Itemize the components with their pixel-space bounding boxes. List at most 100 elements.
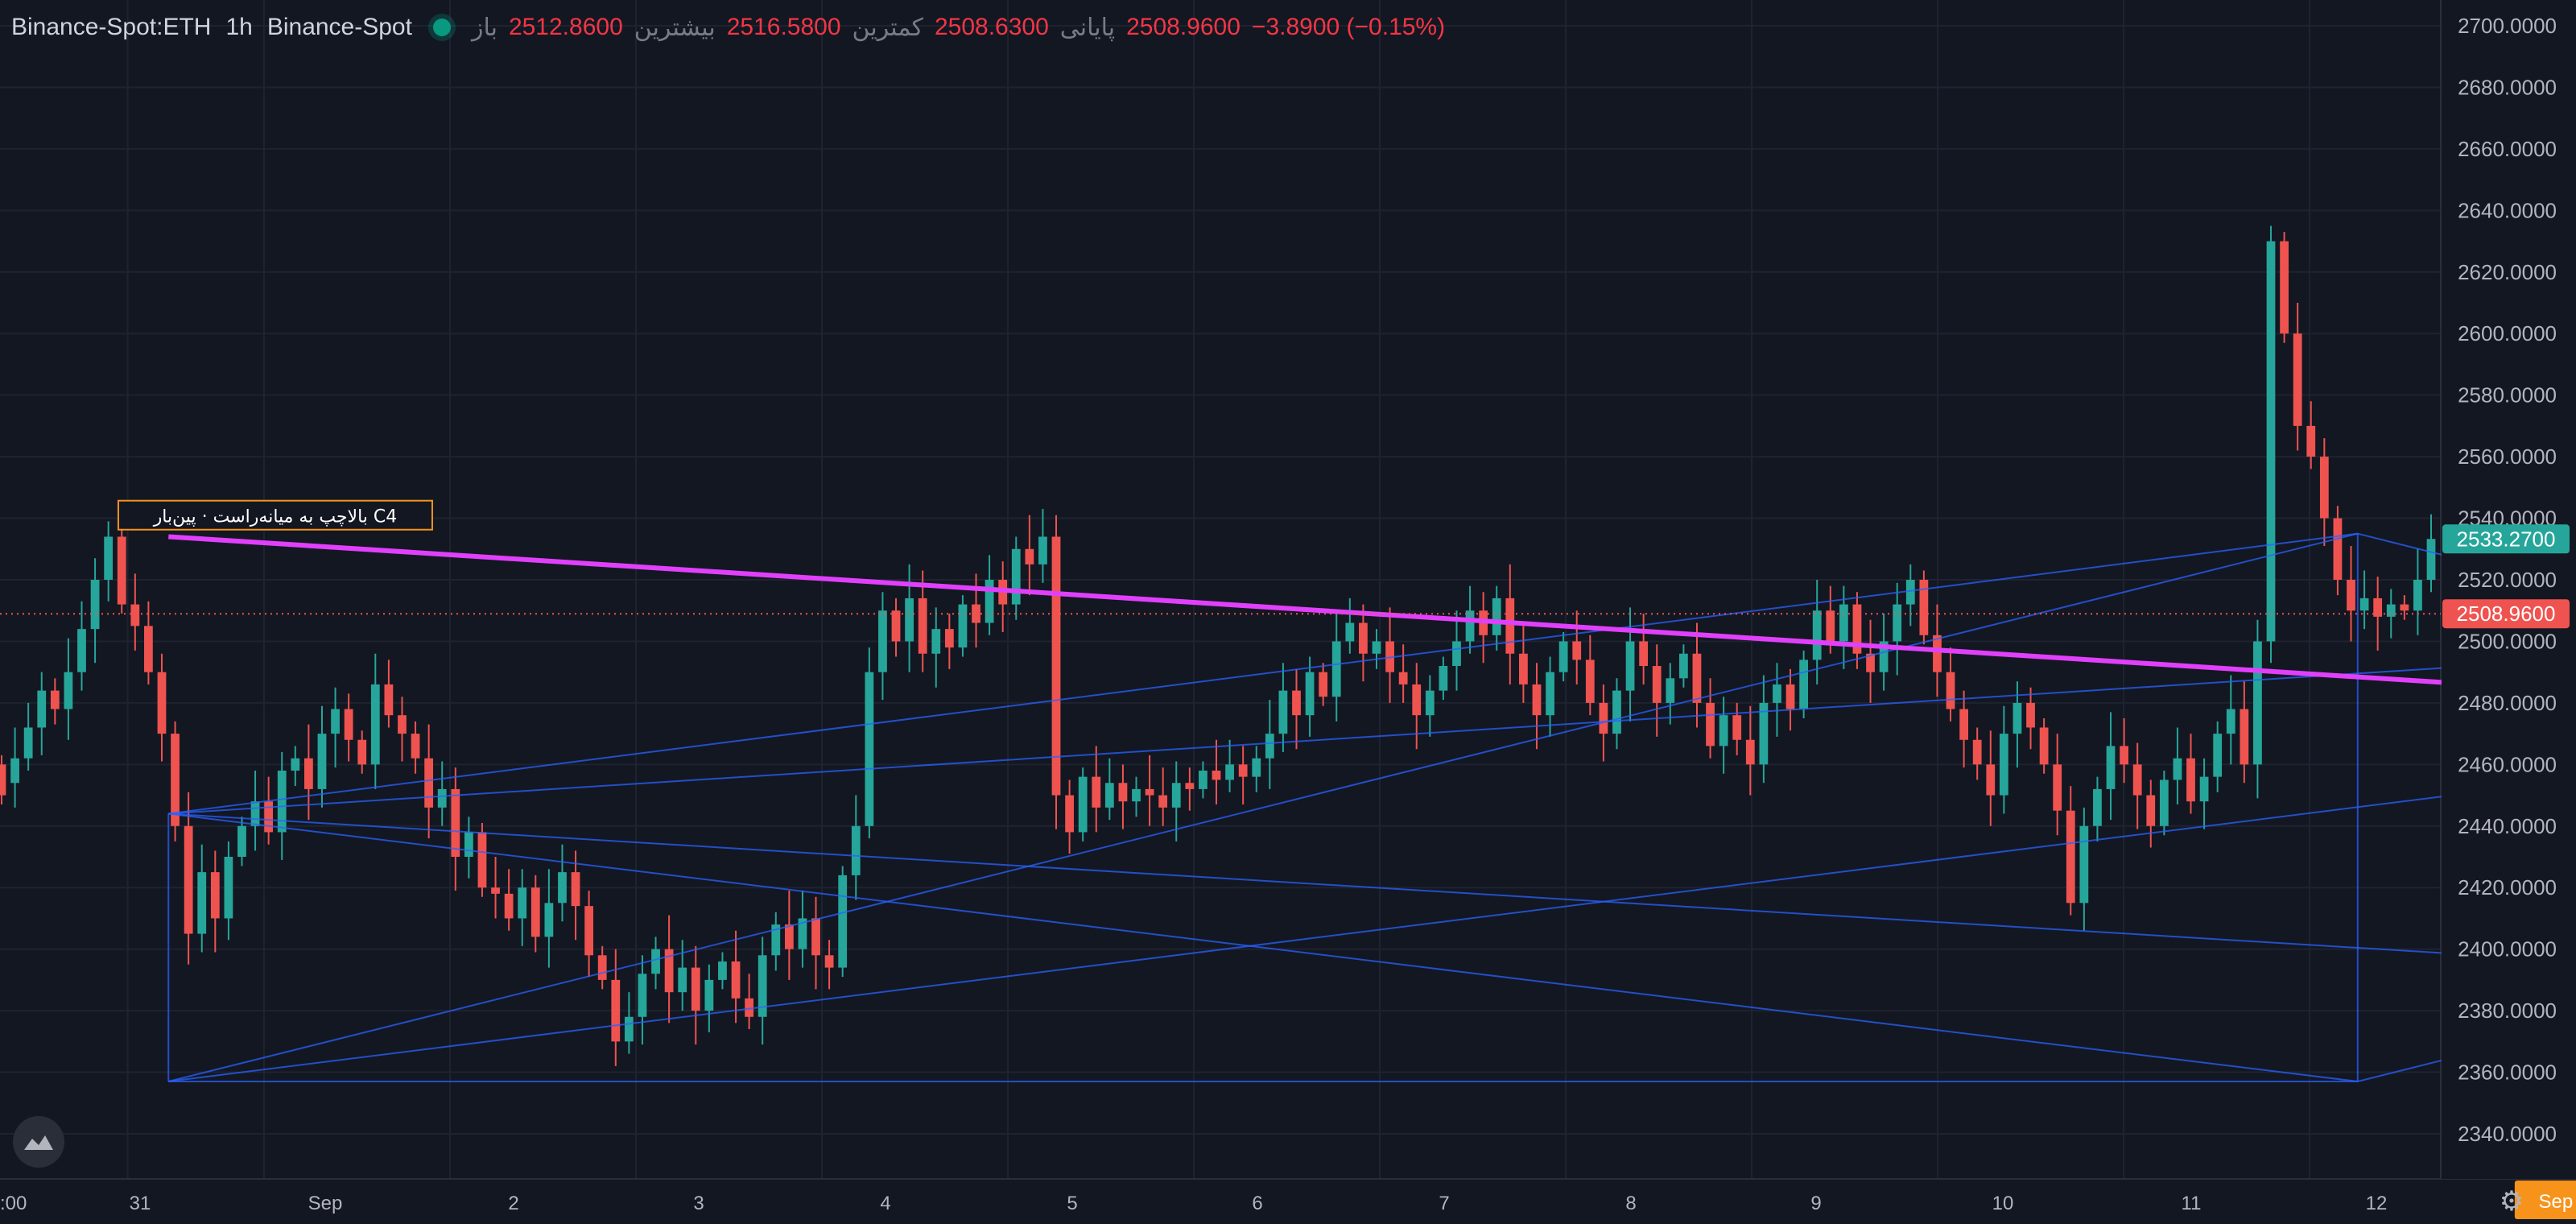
candle-body	[1933, 635, 1942, 672]
pattern-line	[168, 779, 2576, 1083]
candle-body	[184, 825, 193, 934]
market-status-icon	[432, 19, 451, 36]
candle-body	[865, 672, 874, 826]
price-tick-label: 2420.0000	[2458, 875, 2557, 899]
candle-body	[597, 955, 607, 980]
time-tick-label: 4	[880, 1193, 890, 1214]
candle-body	[878, 610, 887, 672]
candle-body	[197, 872, 207, 934]
candle-body	[2426, 539, 2436, 580]
candle-body	[1678, 653, 1688, 679]
price-tick-label: 2400.0000	[2458, 937, 2557, 961]
candle-body	[477, 832, 487, 888]
candle-body	[37, 690, 47, 728]
candle-body	[1639, 641, 1649, 667]
candle-body	[691, 967, 700, 1011]
candle-body	[344, 709, 353, 740]
candle-body	[2266, 241, 2276, 642]
legend-ohlc: باز 2512.8600 بیشترین 2516.5800 کمترین 2…	[472, 14, 1445, 42]
legend-interval[interactable]: 1h	[225, 14, 253, 40]
close-value: 2508.9600	[1126, 13, 1241, 40]
last-price-tag	[2442, 599, 2570, 629]
time-tick-label: 12	[2366, 1193, 2388, 1214]
candle-body	[2066, 810, 2075, 904]
candle-body	[64, 672, 73, 709]
candle-body	[1092, 776, 1101, 808]
candle-body	[1946, 672, 1955, 709]
price-tick-label: 2660.0000	[2458, 137, 2557, 161]
time-tick-label: 31	[130, 1193, 151, 1214]
tradingview-logo-icon[interactable]	[13, 1116, 64, 1168]
candle-body	[210, 872, 220, 919]
candle-body	[2293, 333, 2302, 426]
pattern-line	[168, 532, 2358, 815]
candle-body	[1759, 702, 1769, 765]
low-value: 2508.6300	[934, 13, 1049, 40]
candle-body	[2226, 709, 2235, 734]
candle-body	[491, 887, 500, 894]
candle-body	[1492, 598, 1501, 635]
candle-body	[944, 629, 954, 648]
candle-body	[1065, 795, 1074, 833]
current-price-tag	[2442, 524, 2570, 554]
candle-body	[331, 709, 340, 734]
candle-body	[1652, 666, 1662, 703]
candle-body	[130, 604, 140, 626]
candle-body	[704, 979, 714, 1011]
annotation-box	[117, 499, 433, 531]
gear-icon[interactable]: ⚙	[2499, 1186, 2524, 1217]
candle-body	[1078, 776, 1088, 833]
price-tick-label: 2520.0000	[2458, 568, 2557, 592]
time-tick-label: 6	[1252, 1193, 1262, 1214]
price-tick-label: 2440.0000	[2458, 814, 2557, 838]
price-tick-label: 2500.0000	[2458, 629, 2557, 653]
candle-body	[1519, 653, 1528, 684]
candle-body	[90, 580, 100, 630]
legend-symbol[interactable]: Binance-Spot:ETH	[11, 14, 212, 40]
time-tick-label: 9	[1810, 1193, 1821, 1214]
candle-body	[2186, 758, 2195, 802]
candle-body	[1599, 702, 1608, 734]
time-tick-label: 11	[2182, 1193, 2202, 1214]
time-tick-label: :00	[0, 1193, 27, 1214]
candle-body	[1319, 672, 1328, 697]
candle-body	[1826, 610, 1835, 642]
candle-body	[2026, 702, 2035, 728]
candle-body	[1905, 580, 1915, 605]
candle-body	[651, 949, 660, 974]
candle-body	[811, 918, 820, 956]
candle-body	[1852, 604, 1862, 654]
candle-body	[758, 955, 767, 1017]
candle-body	[2093, 788, 2102, 826]
candle-body	[424, 758, 434, 808]
candle-body	[1412, 684, 1422, 716]
candle-body	[224, 857, 233, 919]
price-tick-label: 2340.0000	[2458, 1122, 2557, 1146]
candle-body	[2173, 758, 2182, 780]
candle-body	[23, 727, 33, 759]
pattern-line	[168, 658, 2576, 815]
candle-body	[2159, 779, 2169, 826]
candle-body	[104, 536, 114, 580]
candle-body	[291, 758, 300, 771]
candle-body	[1038, 536, 1047, 564]
candle-body	[398, 715, 407, 734]
candle-body	[1719, 715, 1728, 746]
candle-body	[558, 872, 567, 904]
candle-body	[1546, 672, 1554, 716]
candle-body	[2213, 734, 2223, 777]
candle-body	[1051, 536, 1061, 796]
candle-body	[1839, 604, 1848, 642]
candle-body	[958, 604, 968, 648]
candle-body	[1692, 653, 1702, 703]
candle-body	[1959, 709, 1969, 740]
candle-body	[144, 626, 153, 672]
candle-body	[638, 974, 647, 1017]
candle-body	[237, 825, 246, 857]
candle-body	[317, 734, 327, 789]
candle-body	[2386, 604, 2396, 617]
candle-body	[1999, 734, 2008, 796]
